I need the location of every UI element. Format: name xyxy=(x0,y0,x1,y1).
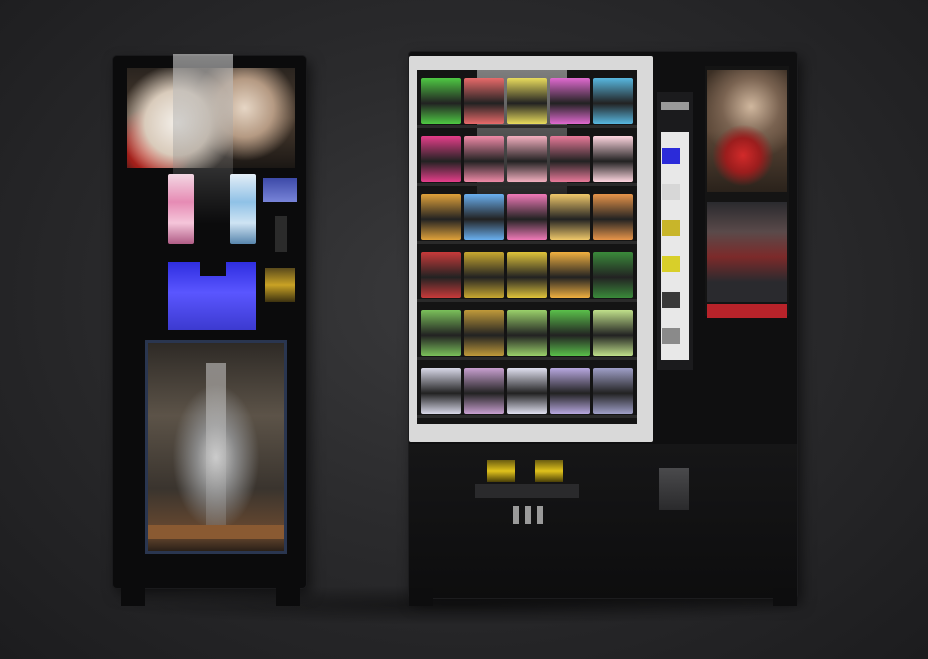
selection-button[interactable] xyxy=(662,256,680,272)
selection-button[interactable] xyxy=(662,148,680,164)
coffee-machine-screen xyxy=(168,262,256,330)
product-shelf xyxy=(417,244,637,302)
poster-figure xyxy=(206,363,226,533)
product-window xyxy=(417,70,637,424)
glass-door-frame xyxy=(409,56,653,442)
product-shelf xyxy=(417,128,637,186)
dispenser-label-mark xyxy=(525,506,531,524)
product-item[interactable] xyxy=(507,194,547,240)
product-item[interactable] xyxy=(593,194,633,240)
side-label xyxy=(263,178,297,202)
coffee-machine-poster xyxy=(145,340,287,554)
dispenser-label xyxy=(513,506,543,526)
product-item[interactable] xyxy=(550,252,590,298)
product-item[interactable] xyxy=(550,368,590,414)
product-item[interactable] xyxy=(421,78,461,124)
product-item[interactable] xyxy=(507,310,547,356)
panel-display xyxy=(661,102,689,110)
side-advert-panel xyxy=(705,66,789,318)
dispenser-label-mark xyxy=(537,506,543,524)
coffee-machine xyxy=(113,54,306,606)
selection-button[interactable] xyxy=(662,292,680,308)
product-item[interactable] xyxy=(593,136,633,182)
screen-notch xyxy=(200,262,226,276)
selection-button[interactable] xyxy=(662,328,680,344)
product-item[interactable] xyxy=(507,252,547,298)
change-tray[interactable] xyxy=(475,484,579,498)
coin-insert-slot[interactable] xyxy=(487,460,515,482)
product-item[interactable] xyxy=(421,310,461,356)
dispenser-label-mark xyxy=(513,506,519,524)
card-slot xyxy=(275,216,287,252)
blue-cup-image xyxy=(230,174,256,244)
product-item[interactable] xyxy=(593,252,633,298)
product-item[interactable] xyxy=(464,136,504,182)
product-item[interactable] xyxy=(550,310,590,356)
machine-foot-right xyxy=(276,584,300,606)
product-item[interactable] xyxy=(593,78,633,124)
coin-slot xyxy=(265,268,295,302)
product-item[interactable] xyxy=(507,78,547,124)
product-shelf xyxy=(417,70,637,128)
product-item[interactable] xyxy=(593,368,633,414)
product-item[interactable] xyxy=(464,368,504,414)
side-advert-red-band xyxy=(707,304,787,318)
side-advert-top-image xyxy=(707,70,787,192)
machine-foot-right xyxy=(773,588,797,606)
product-item[interactable] xyxy=(550,78,590,124)
lower-cabinet xyxy=(409,444,797,598)
product-item[interactable] xyxy=(421,368,461,414)
product-item[interactable] xyxy=(421,136,461,182)
product-item[interactable] xyxy=(464,310,504,356)
product-shelf xyxy=(417,302,637,360)
selection-button[interactable] xyxy=(662,184,680,200)
product-item[interactable] xyxy=(507,368,547,414)
product-shelf xyxy=(417,360,637,418)
machine-foot-left xyxy=(121,584,145,606)
selection-button-strip xyxy=(661,132,689,360)
door-lock[interactable] xyxy=(659,468,689,510)
pink-cup-image xyxy=(168,174,194,244)
machine-foot-left xyxy=(409,588,433,606)
selection-panel xyxy=(657,92,693,370)
product-item[interactable] xyxy=(550,136,590,182)
product-item[interactable] xyxy=(464,252,504,298)
bill-insert-slot[interactable] xyxy=(535,460,563,482)
snack-vending-machine xyxy=(409,52,797,606)
product-item[interactable] xyxy=(421,194,461,240)
product-item[interactable] xyxy=(464,194,504,240)
product-item[interactable] xyxy=(593,310,633,356)
product-item[interactable] xyxy=(550,194,590,240)
product-shelf xyxy=(417,186,637,244)
product-item[interactable] xyxy=(507,136,547,182)
product-item[interactable] xyxy=(464,78,504,124)
side-advert-bottle-image xyxy=(707,202,787,302)
selection-button[interactable] xyxy=(662,220,680,236)
product-item[interactable] xyxy=(421,252,461,298)
poster-base-strip xyxy=(148,525,284,539)
